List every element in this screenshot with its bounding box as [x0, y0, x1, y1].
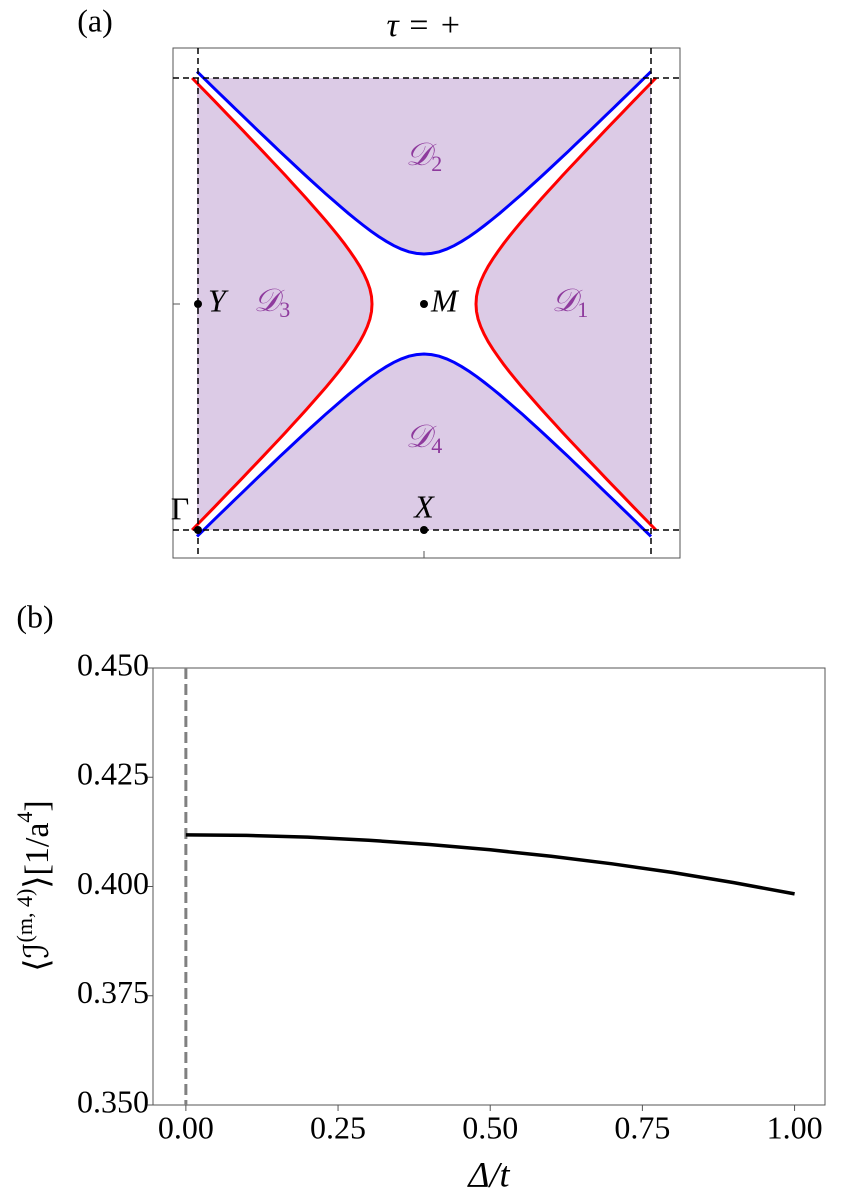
y-axis-label-part: ⟩[1/a: [19, 823, 56, 889]
y-axis-label-part: ⟨ℐ: [19, 942, 56, 971]
x-tick-label: 0.25: [310, 1109, 366, 1145]
y-tick-label: 0.375: [77, 974, 149, 1010]
k-point: [194, 300, 202, 308]
k-point-label: Y: [208, 282, 229, 318]
panel-label: (b): [16, 598, 53, 634]
y-axis-label-superscript: (m, 4): [12, 889, 37, 943]
k-point-label: M: [430, 282, 460, 318]
panel-title: τ = +: [386, 7, 461, 44]
x-tick-label: 1.00: [767, 1109, 823, 1145]
k-point: [420, 526, 428, 534]
y-axis-label: ⟨ℐ(m, 4)⟩[1/a4]: [12, 800, 56, 971]
k-point: [420, 300, 428, 308]
panel-b: (b) 0.350 0.375 0.400 0.425 0.450 0.00 0.25 0.50…: [12, 598, 826, 1194]
plot-frame: [152, 667, 826, 1106]
region-subscript: 1: [577, 297, 588, 322]
x-axis-label: Δ/t: [466, 1154, 510, 1194]
y-tick-label: 0.425: [77, 756, 149, 792]
y-tick-label: 0.350: [77, 1083, 149, 1119]
y-axis-label-part: ]: [19, 800, 56, 811]
x-tick-label: 0.50: [462, 1109, 518, 1145]
red-curve: [474, 76, 657, 532]
blue-curve: [195, 70, 653, 256]
k-point-label: Γ: [171, 490, 190, 526]
panel-label: (a): [77, 2, 113, 38]
y-tick-label: 0.400: [77, 865, 149, 901]
region-subscript: 2: [431, 151, 442, 176]
region-subscript: 3: [279, 297, 290, 322]
k-point-label: X: [412, 488, 435, 524]
x-tick-label: 0.75: [614, 1109, 670, 1145]
region-subscript: 4: [431, 433, 442, 458]
y-tick-label: 0.450: [77, 646, 149, 682]
k-point: [194, 526, 202, 534]
blue-curve: [195, 352, 653, 538]
red-curve: [191, 76, 374, 532]
y-axis-label-superscript: 4: [12, 812, 37, 823]
x-tick-label: 0.00: [158, 1109, 214, 1145]
data-line: [185, 833, 795, 896]
